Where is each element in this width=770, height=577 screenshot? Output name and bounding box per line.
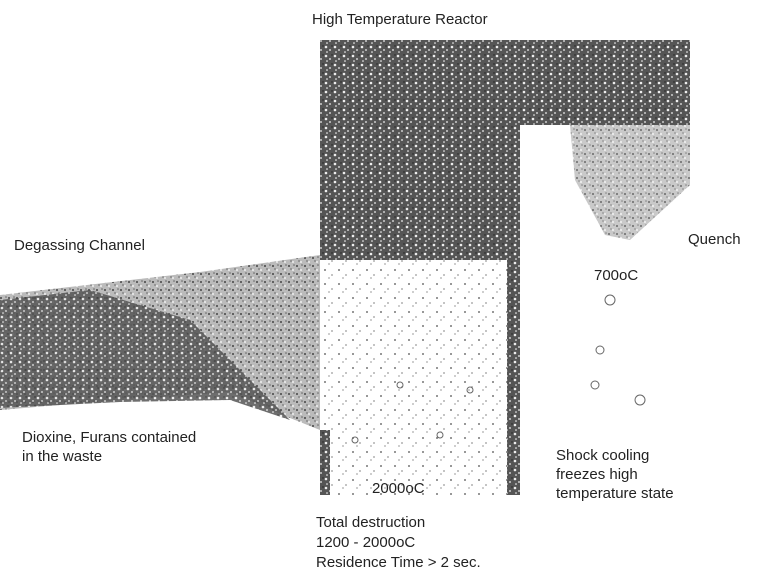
reactor-temp: 2000oC (372, 480, 425, 497)
dioxine-line: Dioxine, Furans contained (22, 429, 196, 446)
quench-zone (570, 125, 690, 240)
left-wall (320, 430, 330, 495)
title: High Temperature Reactor (312, 11, 488, 28)
diagram: High Temperature Reactor Degassing Chann… (0, 0, 770, 577)
degassing-label: Degassing Channel (14, 237, 145, 254)
quench-temp: 700oC (594, 267, 638, 284)
quench-label: Quench (688, 231, 741, 248)
reactor-column (320, 255, 520, 495)
destruction-line: 1200 - 2000oC (316, 534, 415, 551)
dioxine-line: in the waste (22, 448, 102, 465)
shock-line: temperature state (556, 485, 674, 502)
shock-line: Shock cooling (556, 447, 649, 464)
destruction-line: Residence Time > 2 sec. (316, 554, 481, 571)
reactor-drawing (0, 40, 690, 495)
destruction-line: Total destruction (316, 514, 425, 531)
shock-line: freezes high (556, 466, 638, 483)
right-wall (507, 125, 520, 495)
